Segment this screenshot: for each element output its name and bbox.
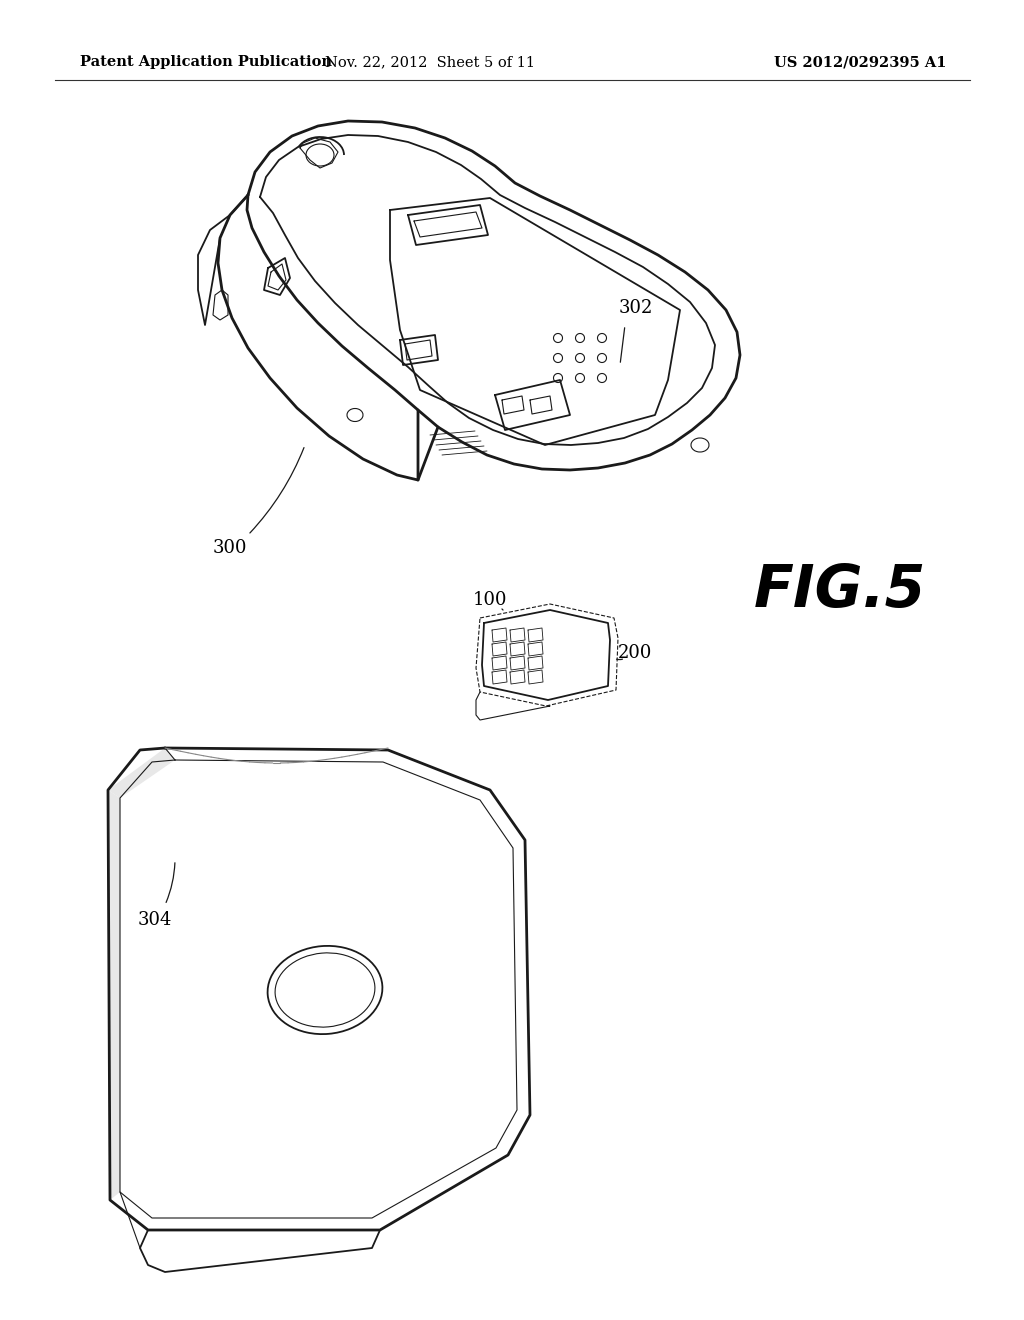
Text: Patent Application Publication: Patent Application Publication — [80, 55, 332, 69]
Text: 300: 300 — [213, 539, 247, 557]
Text: 200: 200 — [618, 644, 652, 663]
Text: 302: 302 — [618, 300, 653, 317]
Text: 100: 100 — [473, 591, 507, 609]
Text: Nov. 22, 2012  Sheet 5 of 11: Nov. 22, 2012 Sheet 5 of 11 — [325, 55, 535, 69]
Text: US 2012/0292395 A1: US 2012/0292395 A1 — [774, 55, 946, 69]
Polygon shape — [108, 748, 175, 799]
Text: FIG.5: FIG.5 — [754, 561, 926, 619]
Text: 304: 304 — [138, 911, 172, 929]
Polygon shape — [108, 789, 120, 1200]
